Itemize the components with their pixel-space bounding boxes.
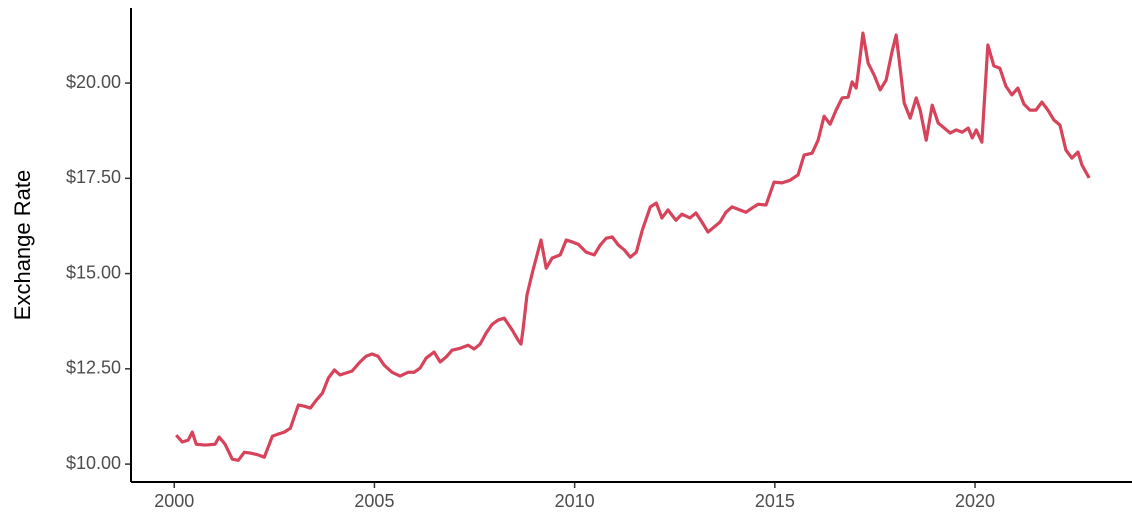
y-tick-label: $10.00 bbox=[66, 453, 121, 473]
y-tick-label: $20.00 bbox=[66, 72, 121, 92]
y-tick-label: $17.50 bbox=[66, 167, 121, 187]
x-tick-label: 2020 bbox=[955, 491, 995, 511]
y-axis-title: Exchange Rate bbox=[10, 170, 35, 320]
y-tick-label: $15.00 bbox=[66, 262, 121, 282]
x-tick-label: 2000 bbox=[154, 491, 194, 511]
x-tick-label: 2015 bbox=[755, 491, 795, 511]
y-tick-label: $12.50 bbox=[66, 358, 121, 378]
x-tick-label: 2010 bbox=[555, 491, 595, 511]
x-tick-label: 2005 bbox=[354, 491, 394, 511]
data-line bbox=[175, 31, 1091, 462]
